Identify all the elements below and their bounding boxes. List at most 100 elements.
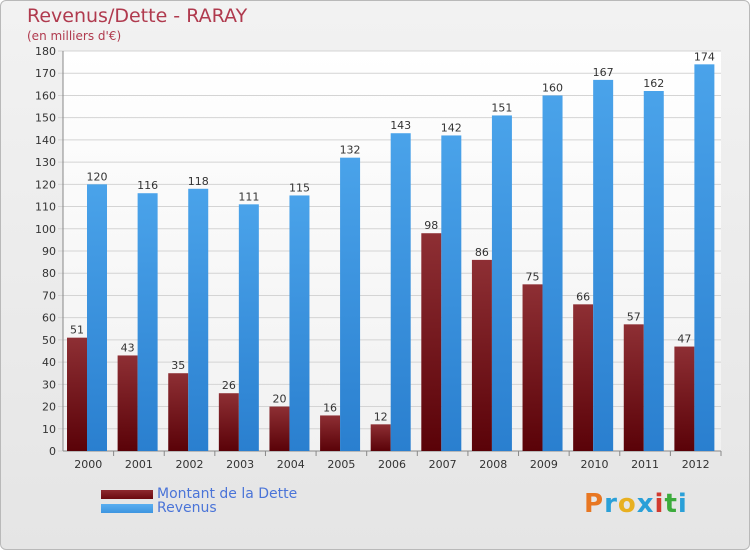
data-label: 167 [593, 66, 614, 79]
x-tick-label: 2009 [530, 458, 558, 471]
data-label: 51 [70, 324, 84, 337]
x-tick-label: 2003 [226, 458, 254, 471]
bar-revenus [694, 64, 715, 452]
legend-item-dette: Montant de la Dette [101, 486, 298, 502]
legend-swatch-revenus [101, 503, 153, 513]
y-tick-label: 110 [35, 201, 56, 214]
logo-letter: i [677, 489, 688, 519]
data-label: 151 [491, 101, 512, 114]
bar-dette [674, 346, 695, 451]
y-tick-label: 80 [42, 267, 56, 280]
bar-revenus [542, 95, 563, 451]
logo-letter: P [584, 489, 605, 519]
bar-dette [117, 355, 138, 451]
y-tick-label: 90 [42, 245, 56, 258]
bar-revenus [289, 195, 310, 451]
bar-revenus [441, 135, 462, 451]
logo-letter: i [654, 489, 665, 519]
y-tick-label: 40 [42, 356, 56, 369]
bar-revenus [390, 133, 411, 451]
bar-revenus [593, 79, 614, 451]
y-tick-label: 70 [42, 289, 56, 302]
data-label: 162 [643, 77, 664, 90]
x-tick-label: 2001 [125, 458, 153, 471]
bar-dette [623, 324, 644, 451]
y-tick-label: 140 [35, 134, 56, 147]
data-label: 142 [441, 121, 462, 134]
bar-dette [168, 373, 189, 451]
logo-letter: t [664, 489, 678, 519]
data-label: 116 [137, 179, 158, 192]
x-tick-label: 2011 [631, 458, 659, 471]
bar-revenus [238, 204, 259, 451]
y-tick-label: 170 [35, 67, 56, 80]
bar-dette [573, 304, 594, 451]
y-tick-label: 10 [42, 423, 56, 436]
logo-letter: o [617, 489, 637, 519]
data-label: 86 [475, 246, 489, 259]
bar-revenus [340, 157, 361, 451]
data-label: 98 [424, 219, 438, 232]
data-label: 57 [627, 310, 641, 323]
y-tick-label: 50 [42, 334, 56, 347]
legend-item-revenus: Revenus [101, 500, 297, 516]
bar-revenus [87, 184, 107, 452]
data-label: 132 [340, 144, 361, 157]
legend-label-dette: Montant de la Dette [157, 486, 298, 502]
bar-dette [269, 406, 290, 451]
bar-dette [471, 259, 492, 451]
x-tick-label: 2007 [429, 458, 457, 471]
bar-dette [421, 233, 442, 451]
y-tick-label: 30 [42, 378, 56, 391]
x-tick-label: 2004 [277, 458, 305, 471]
chart-title: Revenus/Dette - RARAY [27, 5, 248, 27]
data-label: 12 [374, 410, 388, 423]
logo-letter: x [636, 489, 655, 519]
chart-subtitle: (en milliers d'€) [27, 29, 122, 43]
data-label: 160 [542, 81, 563, 94]
legend: Montant de la Dette Revenus [101, 486, 298, 516]
proxiti-logo: Proxiti [584, 489, 688, 519]
data-label: 35 [171, 359, 185, 372]
bar-revenus [137, 193, 158, 451]
data-label: 16 [323, 401, 337, 414]
data-label: 26 [222, 379, 236, 392]
data-label: 20 [272, 393, 286, 406]
x-tick-label: 2005 [327, 458, 355, 471]
bar-revenus [643, 91, 664, 451]
bar-dette [370, 424, 391, 451]
x-tick-label: 2012 [682, 458, 710, 471]
bar-dette [218, 393, 239, 451]
y-tick-label: 160 [35, 89, 56, 102]
data-label: 66 [576, 290, 590, 303]
x-tick-label: 2010 [580, 458, 608, 471]
x-tick-label: 2006 [378, 458, 406, 471]
bar-revenus [188, 188, 209, 451]
data-label: 75 [526, 270, 540, 283]
data-label: 47 [677, 333, 691, 346]
data-label: 118 [188, 175, 209, 188]
bar-dette [67, 337, 87, 451]
y-tick-label: 0 [49, 445, 56, 458]
legend-swatch-dette [101, 489, 153, 499]
y-tick-label: 60 [42, 312, 56, 325]
x-tick-label: 2000 [74, 458, 102, 471]
y-tick-label: 100 [35, 223, 56, 236]
bar-dette [320, 415, 341, 451]
bar-revenus [491, 115, 512, 451]
x-tick-label: 2008 [479, 458, 507, 471]
data-label: 111 [238, 190, 259, 203]
y-tick-label: 120 [35, 178, 56, 191]
data-label: 143 [390, 119, 411, 132]
x-tick-label: 2002 [176, 458, 204, 471]
legend-label-revenus: Revenus [157, 500, 217, 516]
y-tick-label: 130 [35, 156, 56, 169]
bar-dette [522, 284, 543, 451]
data-label: 43 [121, 341, 135, 354]
logo-letter: r [604, 489, 618, 519]
y-tick-label: 150 [35, 112, 56, 125]
data-label: 174 [694, 50, 715, 63]
y-tick-label: 20 [42, 401, 56, 414]
